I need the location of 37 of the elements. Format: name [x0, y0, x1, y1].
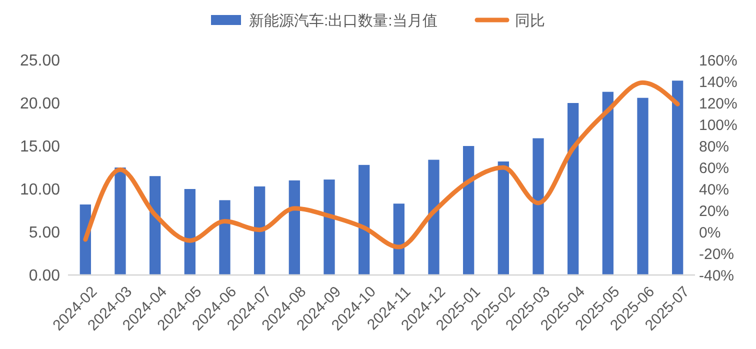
- y2-tick-label: 140%: [699, 74, 738, 91]
- bar: [114, 168, 126, 275]
- bar: [184, 189, 196, 275]
- bar: [637, 98, 648, 275]
- bar: [219, 200, 230, 275]
- bar: [324, 180, 335, 275]
- y2-tick-label: 60%: [699, 160, 730, 177]
- bar: [358, 164, 370, 275]
- y2-tick-label: 20%: [699, 202, 730, 220]
- y2-tick-label: 100%: [699, 116, 738, 134]
- bar: [532, 138, 544, 275]
- y-tick-label: 0.00: [28, 268, 60, 285]
- y-tick-label: 10.00: [20, 182, 60, 199]
- y-tick-label: 25.00: [20, 52, 60, 70]
- bar: [393, 204, 404, 275]
- legend-label: 同比: [515, 12, 545, 30]
- line-series: [83, 80, 680, 250]
- y2-tick-label: -20%: [699, 246, 734, 263]
- bar: [254, 186, 266, 275]
- bar: [498, 161, 509, 275]
- legend-label: 新能源汽车:出口数量:当月值: [249, 12, 438, 30]
- y-tick-label: 20.00: [20, 96, 60, 113]
- y2-tick-label: -40%: [699, 267, 734, 284]
- bar: [602, 92, 614, 275]
- y2-tick-label: 160%: [699, 52, 738, 70]
- bar: [288, 180, 300, 275]
- y2-tick-label: 80%: [699, 138, 730, 156]
- bar: [150, 176, 161, 275]
- y2-tick-label: 0%: [699, 224, 721, 242]
- y2-tick-label: 120%: [699, 95, 738, 112]
- y-tick-label: 15.00: [20, 138, 60, 156]
- bar: [568, 103, 579, 275]
- bar: [428, 160, 440, 275]
- bar: [463, 146, 474, 275]
- bar: [672, 80, 684, 275]
- y2-tick-label: 40%: [699, 181, 730, 198]
- y-tick-label: 5.00: [28, 224, 60, 242]
